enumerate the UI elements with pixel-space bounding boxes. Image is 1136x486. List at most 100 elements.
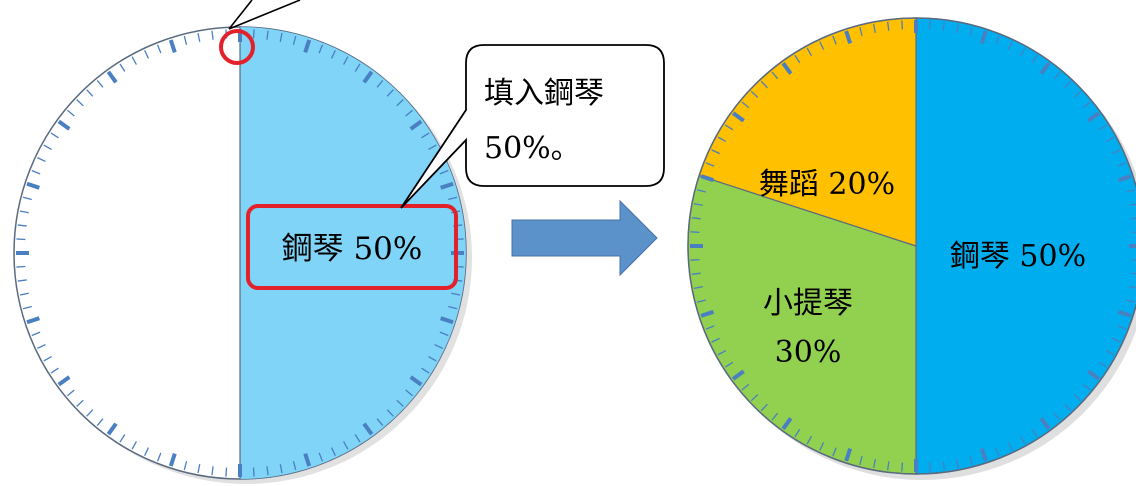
right-tick-61: [771, 412, 779, 421]
left-tick-87: [76, 99, 84, 107]
left-tick-51: [225, 467, 228, 477]
right-tick-67: [717, 349, 727, 356]
left-tick-48: [266, 466, 269, 476]
right-tick-30: [1117, 309, 1132, 318]
left-tick-13: [396, 99, 404, 107]
right-tick-7: [1007, 41, 1013, 50]
left-tick-86: [66, 109, 75, 117]
right-tick-3: [956, 23, 959, 33]
right-tick-40: [1039, 417, 1051, 431]
left-tick-88: [86, 89, 94, 97]
right-tick-19: [1117, 162, 1127, 167]
left-tick-57: [144, 447, 150, 456]
right-tick-51: [901, 462, 904, 472]
right-tick-9: [1031, 54, 1038, 64]
right-tick-81: [705, 162, 715, 167]
callout-line-1: 填入鋼琴: [484, 76, 604, 111]
left-tick-80: [26, 181, 40, 190]
right-arrow: [511, 199, 658, 277]
piano-label-highlight: [246, 204, 458, 290]
left-tick-9: [354, 63, 361, 72]
left-tick-5: [303, 39, 312, 53]
left-tick-2: [266, 30, 269, 40]
left-tick-8: [343, 56, 349, 65]
left-tick-6: [318, 44, 324, 54]
left-tick-71: [22, 305, 32, 310]
right-tick-78: [693, 203, 703, 206]
right-tick-99: [901, 20, 904, 30]
left-piano-label: 鋼琴 50%: [282, 231, 423, 267]
right-tick-87: [750, 90, 759, 98]
right-tick-66: [724, 361, 734, 368]
left-tick-78: [19, 210, 29, 214]
right-tick-82: [711, 149, 720, 155]
right-tick-21: [1126, 189, 1136, 193]
left-tick-55: [168, 453, 177, 467]
right-pie-outline: [687, 17, 1136, 475]
right-tick-86: [741, 101, 750, 109]
right-tick-77: [691, 217, 701, 220]
right-tick-43: [1007, 442, 1013, 451]
right-tick-14: [1082, 101, 1091, 109]
pie-label-violin-line2: 30%: [775, 335, 842, 370]
left-tick-17: [428, 144, 437, 150]
right-tick-42: [1019, 435, 1026, 445]
left-tick-52: [211, 466, 214, 476]
left-tick-94: [156, 44, 162, 54]
left-tick-36: [405, 389, 414, 397]
right-tick-35: [1087, 369, 1101, 381]
right-tick-17: [1105, 136, 1115, 143]
left-tick-82: [37, 157, 46, 163]
top-marker-highlight: [219, 29, 255, 65]
left-tick-43: [330, 447, 336, 456]
left-tick-10: [362, 70, 374, 84]
left-tick-58: [131, 441, 137, 450]
left-tick-29: [448, 305, 458, 310]
right-tick-69: [705, 325, 715, 330]
left-tick-34: [421, 367, 430, 374]
right-tick-29: [1126, 299, 1136, 303]
left-tick-61: [96, 418, 104, 427]
left-dial-ticks: [16, 29, 464, 477]
right-tick-24: [1132, 231, 1136, 234]
right-tick-32: [1112, 337, 1121, 343]
right-tick-88: [760, 80, 768, 89]
left-tick-72: [19, 292, 29, 296]
left-tick-83: [43, 144, 52, 150]
right-tick-46: [969, 456, 973, 466]
callout-bubble: 填入鋼琴 50%。: [400, 44, 665, 209]
left-tick-37: [396, 399, 404, 407]
left-tick-89: [96, 79, 104, 88]
pie-label-dance: 舞蹈 20%: [759, 167, 895, 202]
left-tick-44: [318, 452, 324, 462]
left-tick-91: [119, 63, 126, 72]
right-tick-20: [1117, 174, 1132, 183]
pie-slices: [687, 17, 1136, 475]
left-tick-96: [183, 35, 188, 45]
right-tick-37: [1073, 394, 1082, 402]
right-tick-52: [887, 461, 890, 471]
right-tick-71: [696, 299, 706, 303]
left-tick-98: [211, 30, 214, 40]
right-tick-89: [771, 71, 779, 80]
right-tick-85: [731, 111, 745, 123]
right-tick-70: [700, 309, 715, 318]
left-tick-41: [354, 434, 361, 443]
right-tick-73: [691, 272, 701, 275]
left-tick-93: [144, 50, 150, 59]
left-tick-32: [434, 343, 443, 349]
right-tick-80: [700, 174, 715, 183]
right-tick-65: [731, 369, 745, 381]
left-tick-40: [362, 422, 374, 436]
right-pie-chart: 鋼琴 50% 小提琴 30% 舞蹈 20%: [687, 17, 1136, 480]
right-tick-98: [887, 21, 890, 31]
right-tick-44: [995, 447, 1000, 457]
right-tick-90: [781, 61, 793, 75]
right-tick-8: [1019, 47, 1026, 57]
left-tick-95: [168, 39, 177, 53]
right-tick-76: [690, 231, 700, 234]
right-tick-33: [1105, 349, 1115, 356]
right-tick-39: [1053, 412, 1061, 421]
right-tick-74: [690, 258, 700, 261]
